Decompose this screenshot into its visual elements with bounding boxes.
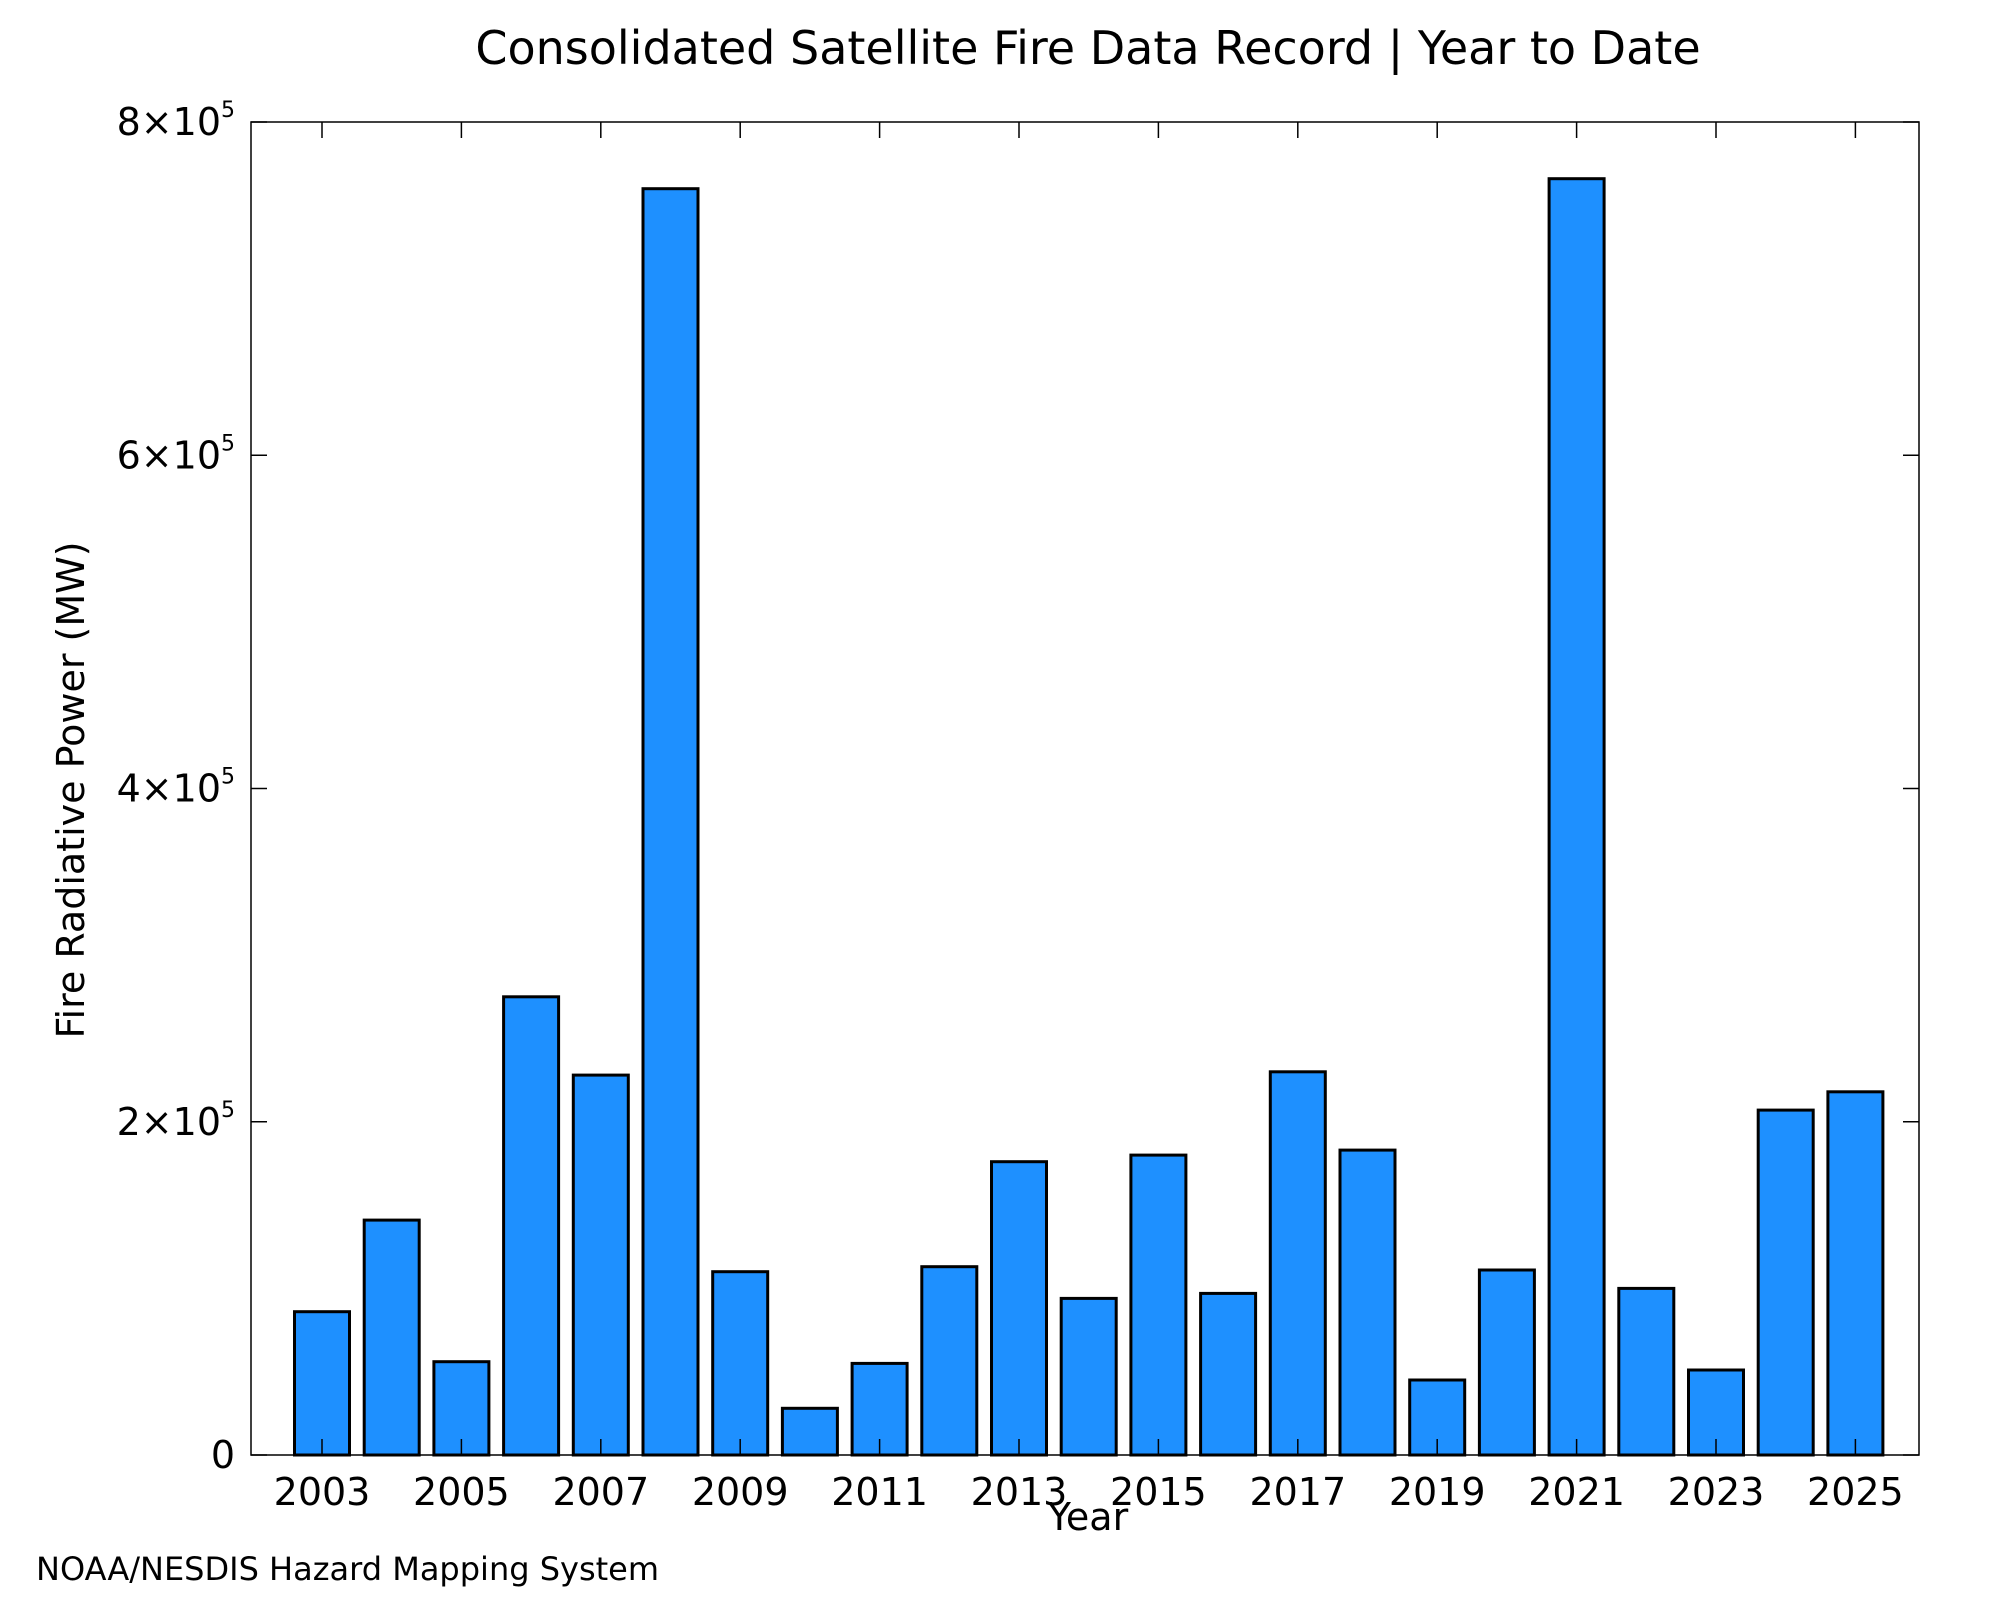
bar-2010 bbox=[780, 1406, 839, 1457]
x-tick-label: 2011 bbox=[831, 1470, 928, 1514]
source-note: NOAA/NESDIS Hazard Mapping System bbox=[36, 1550, 659, 1588]
bar-2024 bbox=[1756, 1108, 1815, 1457]
bar-2003 bbox=[293, 1310, 351, 1457]
x-tick-label: 2021 bbox=[1528, 1470, 1625, 1514]
plot-frame bbox=[250, 121, 1920, 1456]
bar-2018 bbox=[1338, 1148, 1397, 1457]
x-tick-label: 2019 bbox=[1389, 1470, 1486, 1514]
y-tick-label: 0 bbox=[211, 1433, 235, 1477]
bar-2016 bbox=[1199, 1291, 1258, 1457]
y-tick-label: 4×105 bbox=[117, 765, 235, 811]
x-axis-label: Year bbox=[1047, 1495, 1129, 1539]
bar-2004 bbox=[362, 1218, 421, 1457]
x-tick-label: 2025 bbox=[1807, 1470, 1904, 1514]
x-tick-label: 2003 bbox=[274, 1470, 371, 1514]
bar-2021 bbox=[1547, 177, 1606, 1457]
x-tick-label: 2017 bbox=[1249, 1470, 1346, 1514]
x-tick-label: 2015 bbox=[1110, 1470, 1207, 1514]
bar-2007 bbox=[571, 1073, 630, 1457]
x-tick-label: 2007 bbox=[552, 1470, 649, 1514]
bar-2008 bbox=[641, 187, 700, 1457]
plot-area: 0 2×105 4×105 6×105 8×105 2003 2005 2007 2009 201… bbox=[117, 98, 1920, 1514]
bar-2009 bbox=[711, 1270, 770, 1457]
y-tick-label: 6×105 bbox=[117, 431, 235, 477]
y-axis-label: Fire Radiative Power (MW) bbox=[49, 541, 93, 1038]
x-tick-label: 2009 bbox=[692, 1470, 789, 1514]
y-tick-label: 8×105 bbox=[117, 98, 235, 144]
bar-2013 bbox=[990, 1160, 1048, 1457]
bar-2014 bbox=[1059, 1296, 1118, 1457]
bar-2017 bbox=[1268, 1070, 1327, 1457]
x-tick-label: 2023 bbox=[1668, 1470, 1765, 1514]
bar-2006 bbox=[502, 995, 561, 1457]
bar-2012 bbox=[920, 1265, 979, 1457]
bar-2025 bbox=[1826, 1090, 1885, 1457]
x-tick-label: 2005 bbox=[413, 1470, 510, 1514]
y-tick-label: 2×105 bbox=[117, 1098, 235, 1144]
bar-2015 bbox=[1129, 1153, 1188, 1457]
bar-2022 bbox=[1617, 1286, 1676, 1457]
chart-title: Consolidated Satellite Fire Data Record … bbox=[475, 21, 1700, 76]
x-tick-label: 2013 bbox=[971, 1470, 1068, 1514]
bar-2020 bbox=[1477, 1268, 1536, 1457]
